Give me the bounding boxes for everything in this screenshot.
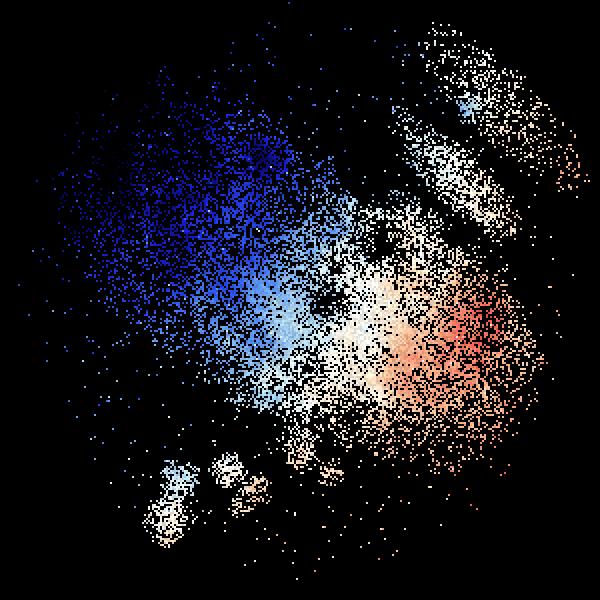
figure-root: RdBu_r-diverging km/s — [0, 0, 600, 600]
velocity-field-heatmap — [0, 0, 600, 600]
